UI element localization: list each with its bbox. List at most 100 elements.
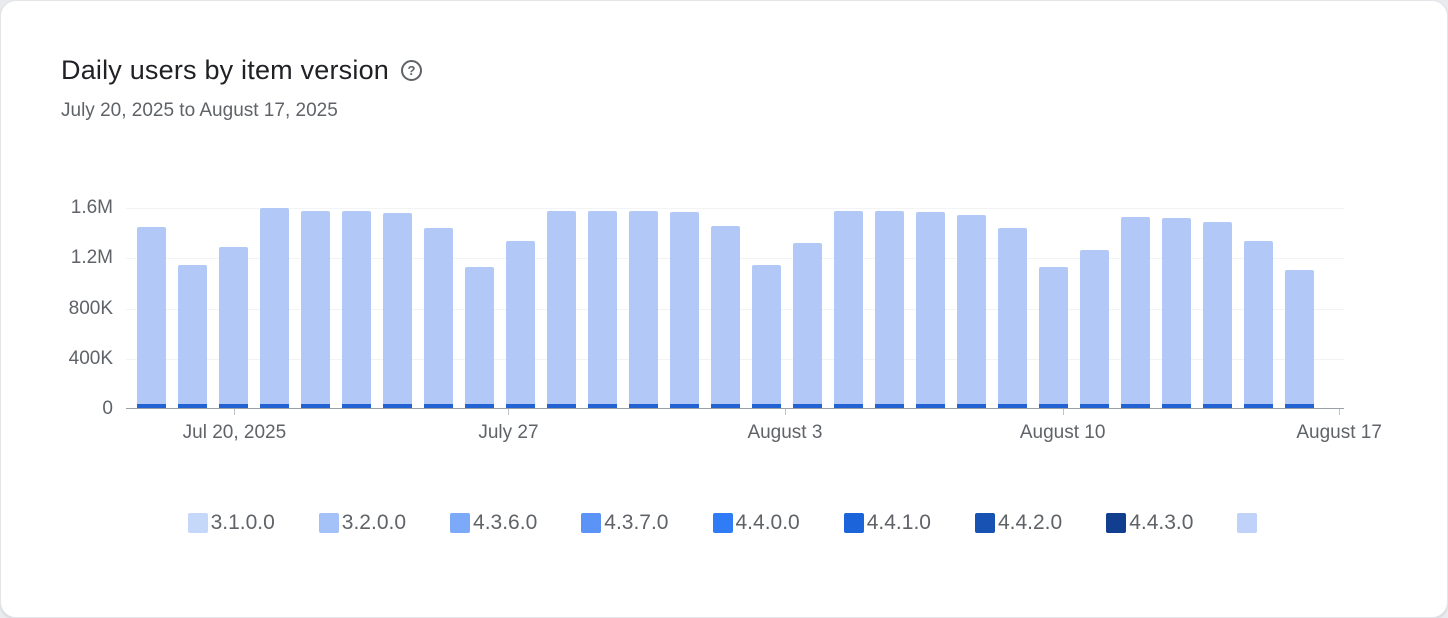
- bar-segment: [916, 212, 945, 405]
- bar-slot: [1156, 208, 1197, 408]
- bar[interactable]: [506, 240, 535, 408]
- bar-slot: [336, 208, 377, 408]
- bar-segment: [793, 404, 822, 408]
- bar-segment: [424, 404, 453, 408]
- bar-slot: [377, 208, 418, 408]
- bar-segment: [875, 210, 904, 405]
- bar[interactable]: [752, 264, 781, 408]
- bar-segment: [752, 264, 781, 405]
- bar-slot: [705, 208, 746, 408]
- bar-segment: [752, 404, 781, 408]
- bar-segment: [1244, 404, 1273, 408]
- bar-segment: [465, 404, 494, 408]
- bar[interactable]: [465, 267, 494, 408]
- legend-swatch: [318, 513, 339, 533]
- bar-segment: [342, 404, 371, 408]
- bar-segment: [1080, 404, 1109, 408]
- bar-segment: [383, 404, 412, 408]
- bar[interactable]: [301, 210, 330, 408]
- bar-slot: [1033, 208, 1074, 408]
- bar[interactable]: [137, 227, 166, 408]
- y-axis-tick-label: 1.2M: [70, 247, 113, 269]
- bar-slot: [418, 208, 459, 408]
- bar-segment: [1244, 240, 1273, 405]
- bar[interactable]: [875, 210, 904, 408]
- bar[interactable]: [834, 210, 863, 408]
- bar-segment: [178, 404, 207, 408]
- bar[interactable]: [1162, 218, 1191, 408]
- legend-swatch: [843, 513, 864, 533]
- bar-segment: [629, 210, 658, 405]
- legend-item: [1237, 513, 1260, 533]
- bar[interactable]: [916, 212, 945, 408]
- bar-slot: [459, 208, 500, 408]
- bar-segment: [1203, 222, 1232, 405]
- bar-segment: [998, 228, 1027, 405]
- legend: 3.1.0.0 3.2.0.0 4.3.6.0 4.3.7.0 4.4.0.0 4.4.1…: [61, 511, 1387, 535]
- bar-slot: [131, 208, 172, 408]
- bar-segment: [465, 267, 494, 405]
- legend-label: 4.4.2.0: [997, 511, 1063, 534]
- legend-item: 4.4.2.0: [974, 511, 1063, 535]
- bar[interactable]: [219, 247, 248, 408]
- bar-slot: [541, 208, 582, 408]
- bar[interactable]: [957, 214, 986, 408]
- bar[interactable]: [383, 213, 412, 408]
- bar-slot: [1238, 208, 1279, 408]
- bar-segment: [998, 404, 1027, 408]
- bar[interactable]: [1285, 269, 1314, 408]
- bar-segment: [711, 404, 740, 408]
- bar[interactable]: [670, 212, 699, 408]
- bar[interactable]: [1121, 217, 1150, 408]
- bar-slot: [664, 208, 705, 408]
- bar-segment: [424, 228, 453, 405]
- legend-label: 4.3.6.0: [473, 511, 538, 534]
- bar[interactable]: [1203, 222, 1232, 408]
- bar-segment: [1039, 267, 1068, 405]
- bar-segment: [834, 210, 863, 405]
- bar[interactable]: [178, 264, 207, 408]
- date-range-subtitle: July 20, 2025 to August 17, 2025: [61, 100, 338, 121]
- y-axis-tick-label: 400K: [68, 347, 113, 369]
- bar-segment: [1039, 404, 1068, 408]
- legend-swatch: [974, 513, 995, 533]
- chart: 0 400K 800K 1.2M 1.6M Jul 20, 2025 July 27 Aug…: [61, 197, 1387, 457]
- bar[interactable]: [547, 210, 576, 408]
- help-icon[interactable]: ?: [401, 60, 423, 81]
- bar[interactable]: [711, 225, 740, 408]
- bar[interactable]: [342, 210, 371, 408]
- bar-slot: [213, 208, 254, 408]
- bar-slot: [254, 208, 295, 408]
- legend-item: 3.2.0.0: [318, 511, 407, 535]
- legend-item: 4.3.6.0: [450, 511, 537, 535]
- legend-swatch: [581, 513, 602, 533]
- bar-segment: [588, 404, 617, 408]
- x-axis-tick-label: August 10: [1019, 422, 1106, 443]
- title-row: Daily users by item version ?: [61, 55, 1387, 86]
- bar-segment: [301, 404, 330, 408]
- bar[interactable]: [998, 228, 1027, 408]
- bar-slot: [623, 208, 664, 408]
- bar[interactable]: [588, 210, 617, 408]
- legend-label: 3.2.0.0: [341, 511, 407, 534]
- bar-segment: [1121, 217, 1150, 405]
- bar[interactable]: [793, 243, 822, 408]
- bar[interactable]: [1080, 249, 1109, 408]
- bar-segment: [875, 404, 904, 408]
- bar[interactable]: [1039, 267, 1068, 408]
- bar[interactable]: [629, 210, 658, 408]
- x-axis-tick: [508, 409, 510, 415]
- bar-slot: [992, 208, 1033, 408]
- bar[interactable]: [260, 208, 289, 408]
- legend-item: 4.3.7.0: [581, 511, 669, 535]
- y-axis-tick-label: 0: [102, 398, 113, 419]
- y-axis-labels: 0 400K 800K 1.2M 1.6M: [61, 197, 113, 419]
- x-axis-tick: [234, 409, 236, 415]
- bar-segment: [629, 404, 658, 408]
- legend-label: 4.4.3.0: [1129, 511, 1194, 534]
- legend-swatch: [1106, 513, 1127, 533]
- bar-segment: [793, 243, 822, 405]
- bar[interactable]: [424, 228, 453, 408]
- bar-segment: [301, 210, 330, 405]
- bar[interactable]: [1244, 240, 1273, 408]
